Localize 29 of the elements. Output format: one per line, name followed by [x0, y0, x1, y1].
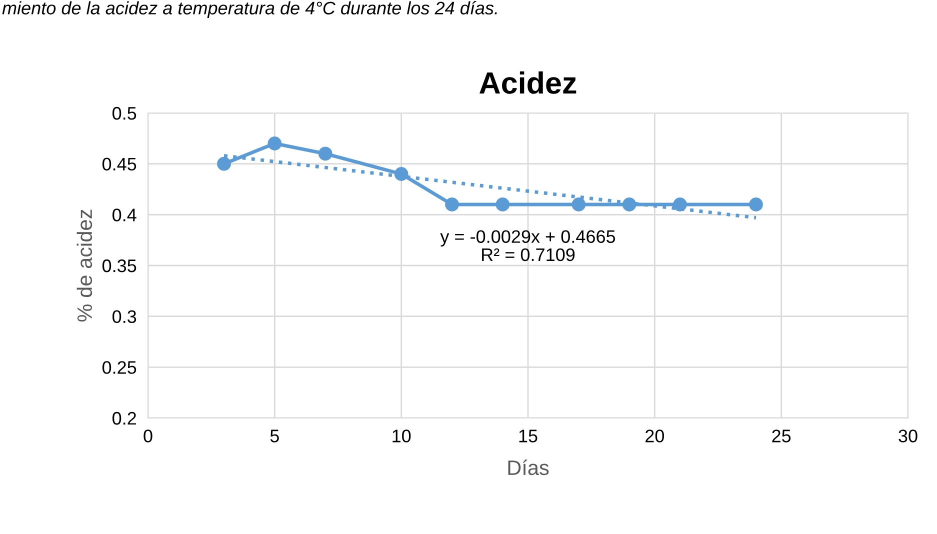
y-axis-title: % de acidez	[76, 210, 92, 322]
point	[318, 146, 332, 161]
chart-title: Acidez	[480, 71, 576, 94]
point	[673, 198, 687, 212]
annotation: y = -0.0029x + 0.4665 R² = 0.7109	[440, 230, 616, 262]
point	[445, 198, 459, 212]
y-tick-label: 0.2	[112, 412, 136, 425]
y-tick-label: 0.25	[102, 361, 136, 374]
point	[217, 156, 231, 171]
point	[749, 198, 763, 212]
y-tick-label: 0.4	[112, 208, 136, 222]
x-tick-label: 0	[144, 430, 152, 442]
y-tick-label: 0.35	[102, 259, 136, 272]
y-tick-label: 0.5	[112, 106, 136, 120]
x-axis-title: Días	[508, 460, 549, 476]
point	[268, 136, 282, 150]
text: miento de la acidez a temperatura de 4°C durante los 24 días.	[2, 1, 497, 18]
x-tick-label: 15	[519, 430, 538, 442]
x-tick-label: 10	[392, 430, 411, 442]
x-tick-label: 5	[270, 430, 279, 442]
x-tick-label: 20	[646, 430, 664, 442]
point	[622, 198, 636, 212]
point	[572, 198, 586, 212]
x-tick-label: 25	[772, 430, 791, 442]
point	[394, 167, 408, 181]
y-tick-label: 0.45	[102, 158, 136, 171]
x-tick-label: 30	[898, 430, 918, 442]
point	[496, 198, 510, 212]
y-tick-label: 0.3	[112, 310, 136, 324]
